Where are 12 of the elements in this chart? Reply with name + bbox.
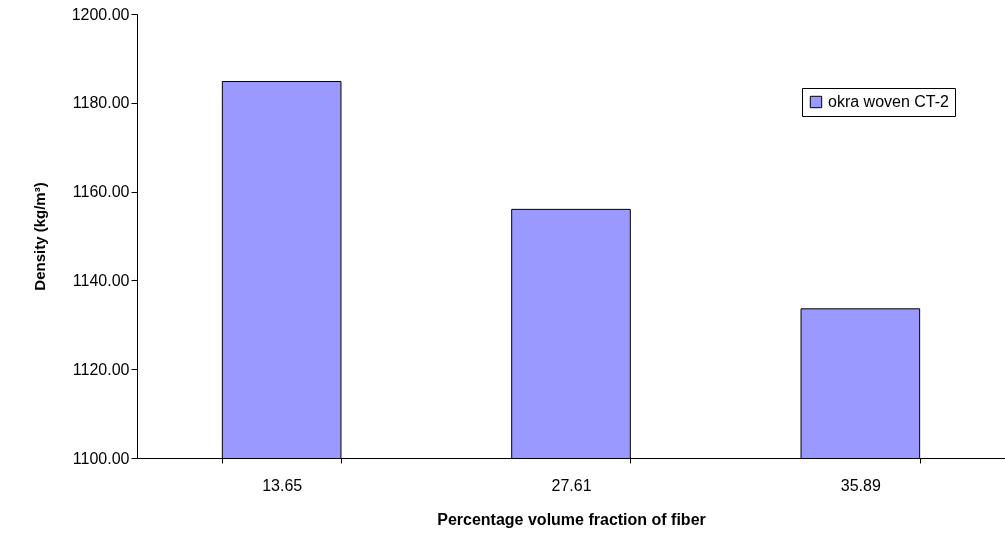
x-tick-label: 13.65 — [262, 476, 303, 494]
x-tick-label: 27.61 — [551, 476, 592, 494]
y-axis-title: Density (kg/m³) — [30, 182, 48, 291]
x-tick-label: 35.89 — [840, 476, 881, 494]
y-tick-label: 1160.00 — [72, 183, 130, 201]
y-tick-label: 1140.00 — [72, 271, 130, 289]
x-axis-title: Percentage volume fraction of fiber — [437, 510, 706, 528]
y-tick-label: 1100.00 — [72, 449, 130, 467]
y-tick-label: 1180.00 — [72, 94, 130, 112]
y-tick-label: 1200.00 — [71, 5, 130, 23]
y-tick-label: 1120.00 — [72, 360, 130, 378]
legend-label: okra woven CT-2 — [828, 93, 950, 110]
